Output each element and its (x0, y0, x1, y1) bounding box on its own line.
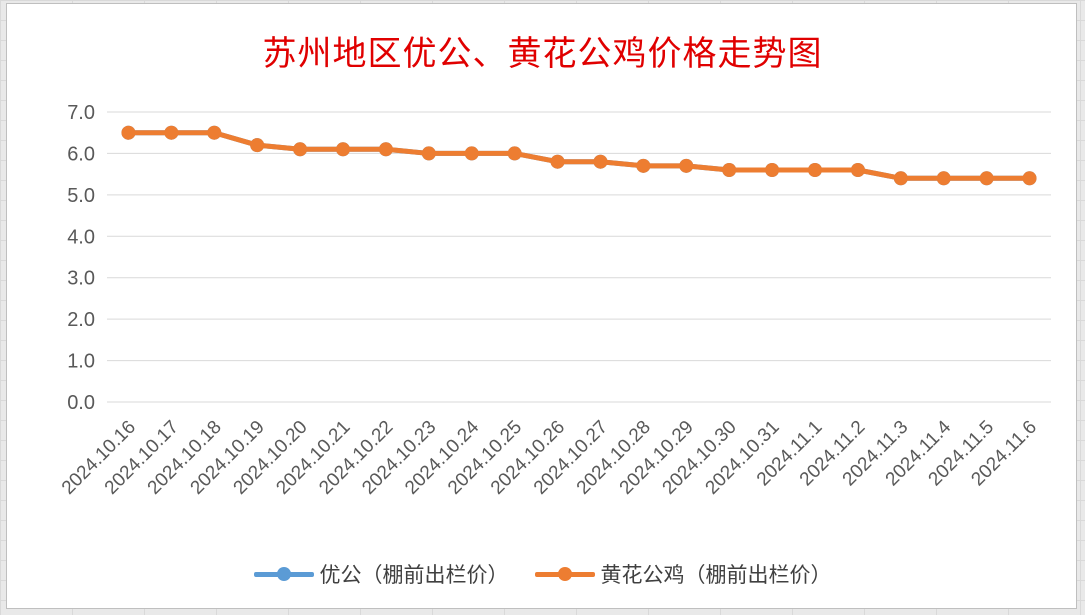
data-point (378, 142, 393, 157)
data-point (121, 125, 136, 140)
legend-item-series-1: 优公（棚前出栏价） (253, 559, 509, 589)
data-point (336, 142, 350, 157)
y-tick-label: 6.0 (67, 143, 95, 165)
y-tick-label: 5.0 (67, 185, 95, 207)
data-point (936, 171, 951, 186)
data-point (765, 163, 780, 177)
legend: 优公（棚前出栏价） 黄花公鸡（棚前出栏价） (7, 559, 1078, 589)
plot-area: 0.01.02.03.04.05.06.07.02024.10.162024.1… (58, 102, 1051, 499)
chart-title: 苏州地区优公、黄花公鸡价格走势图 (262, 34, 823, 74)
y-tick-label: 4.0 (67, 226, 95, 248)
y-tick-label: 3.0 (67, 268, 95, 290)
data-point (593, 154, 608, 169)
data-point (250, 138, 265, 153)
series-line-1 (125, 130, 1033, 181)
legend-label-series-2: 黄花公鸡（棚前出栏价） (600, 563, 832, 587)
chart-area[interactable]: 苏州地区优公、黄花公鸡价格走势图 0.0 1.0 2.0 3.0 4.0 5.0 6.0 7.… (6, 3, 1077, 609)
data-point (207, 125, 222, 140)
data-point (808, 163, 822, 177)
data-point (893, 171, 908, 186)
y-tick-label: 2.0 (67, 309, 95, 331)
y-tick-label: 0.0 (67, 392, 95, 414)
y-tick-label: 1.0 (67, 351, 95, 373)
legend-swatch-series-1 (253, 567, 314, 581)
data-point (507, 146, 522, 161)
data-point (421, 146, 436, 161)
legend-swatch-series-2 (534, 567, 595, 581)
data-point (636, 158, 651, 173)
data-point (850, 163, 865, 177)
data-point (293, 142, 308, 157)
data-point (164, 125, 179, 140)
data-point (464, 146, 479, 161)
data-point (722, 163, 737, 177)
data-point (679, 158, 694, 173)
legend-label-series-1: 优公（棚前出栏价） (319, 563, 509, 587)
y-tick-label: 7.0 (67, 102, 95, 124)
data-point (550, 154, 565, 169)
series-line-2 (125, 130, 1033, 181)
legend-item-series-2: 黄花公鸡（棚前出栏价） (534, 559, 832, 589)
data-point (979, 171, 994, 186)
data-point (1022, 171, 1037, 186)
